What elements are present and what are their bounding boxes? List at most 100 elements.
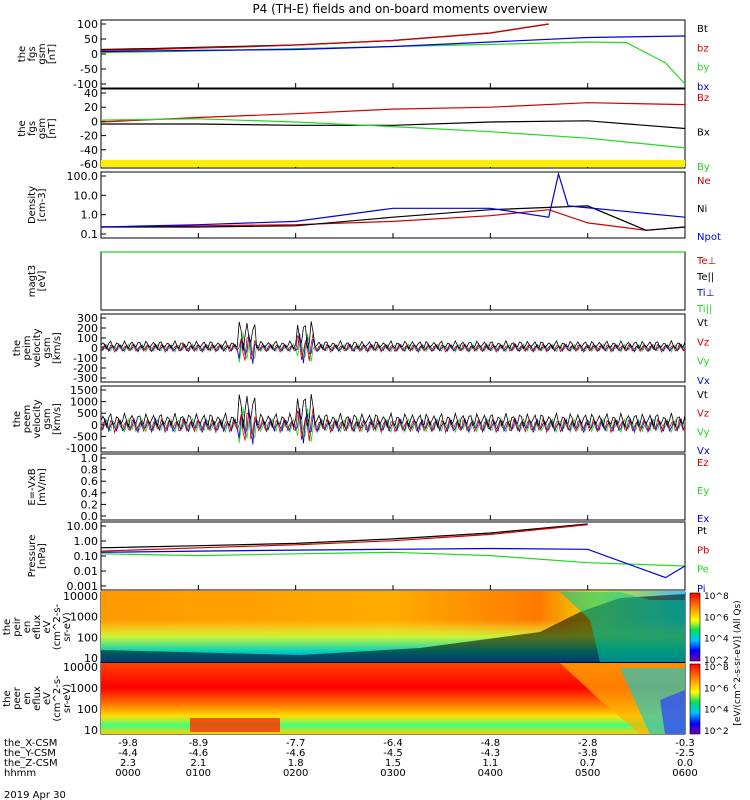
- time-axis-row-label: the_Z-CSM: [4, 758, 58, 769]
- y-axis-label: Pressure: [27, 535, 38, 578]
- y-tick-label: 10: [84, 724, 98, 737]
- y-axis-label: eflux: [32, 615, 43, 640]
- y-tick-label: 1000: [70, 682, 98, 695]
- legend-label: Pe: [697, 565, 709, 576]
- time-axis-value: -4.6: [189, 748, 209, 759]
- y-axis-label: sr-eV): [62, 612, 73, 641]
- panel-frame: [100, 19, 686, 89]
- y-tick-label: -300: [73, 372, 98, 385]
- date-label: 2019 Apr 30: [4, 790, 66, 800]
- time-axis-row-label: the_X-CSM: [4, 738, 57, 749]
- velocity-trace: [100, 393, 686, 430]
- y-tick-label: 0.0: [81, 510, 99, 523]
- y-tick-label: 100.0: [67, 170, 99, 183]
- y-axis-label: en: [22, 621, 33, 634]
- y-axis-label: magt3: [27, 265, 38, 298]
- legend-label: Vz: [697, 409, 709, 420]
- y-axis-label: peer: [12, 686, 23, 710]
- y-tick-label: 20: [84, 101, 98, 114]
- y-axis-label: gsm: [42, 408, 53, 429]
- y-tick-label: 10.00: [67, 520, 99, 533]
- colorbar: 10^810^610^410^210^810^610^410^2 [eV/(cm…: [689, 592, 743, 737]
- legend-label: Vx: [697, 376, 710, 387]
- legend-label: bz: [697, 43, 709, 54]
- y-axis-label: the: [17, 120, 28, 136]
- y-axis-label: [km/s]: [52, 403, 63, 435]
- peir-spectrogram: [101, 591, 685, 662]
- series-line-Bz: [100, 102, 686, 123]
- y-tick-label: -50: [80, 63, 98, 76]
- y-axis-label: peir: [12, 616, 23, 636]
- y-tick-label: 0.2: [81, 498, 99, 511]
- y-tick-label: -20: [80, 130, 98, 143]
- velocity-trace: [100, 332, 686, 363]
- y-tick-label: -40: [80, 144, 98, 157]
- series-line-Pe: [100, 551, 686, 567]
- colorbar-tick-label: 10^6: [704, 613, 729, 623]
- panel-frame: [100, 385, 686, 453]
- time-axis-value: 0.7: [580, 758, 596, 769]
- time-axis-value: -2.8: [578, 738, 598, 749]
- colorbar-tick-label: 10^4: [704, 635, 729, 645]
- legend-label: Ti⊥: [696, 288, 714, 299]
- legend-label: By: [697, 162, 710, 173]
- time-axis-value: 1.5: [385, 758, 401, 769]
- y-axis-label: fgs: [27, 46, 38, 61]
- y-tick-label: 0: [91, 48, 98, 61]
- figure-title: P4 (TH-E) fields and on-board moments ov…: [252, 2, 547, 16]
- legend-label: Ti||: [696, 304, 712, 315]
- time-axis-value: 0200: [283, 768, 308, 779]
- y-axis-label: [nT]: [47, 118, 58, 138]
- y-tick-label: 0: [91, 115, 98, 128]
- time-axis-value: 1.8: [288, 758, 304, 769]
- y-axis-label: peem: [22, 405, 33, 433]
- time-axis-value: -2.5: [675, 748, 695, 759]
- legend-label: Vy: [697, 357, 710, 368]
- series-line-Bx: [101, 120, 686, 130]
- y-axis-label: E=-VxB: [27, 468, 38, 505]
- time-axis-value: -9.8: [118, 738, 138, 749]
- y-axis-label: Density: [27, 186, 38, 224]
- legend-label: Ez: [697, 458, 709, 469]
- panel-frame: [100, 88, 686, 169]
- y-axis-label: gsm: [37, 118, 48, 139]
- y-axis-label: the: [12, 411, 23, 427]
- time-axis-value: -3.8: [578, 748, 598, 759]
- y-tick-label: 40: [84, 87, 98, 100]
- time-axis-value: 0100: [186, 768, 211, 779]
- peer-spectrogram: [101, 663, 685, 734]
- panel-frame: [100, 453, 686, 521]
- legend-label: Te||: [696, 272, 714, 283]
- y-tick-label: 300: [77, 312, 98, 325]
- y-tick-label: 0.01: [74, 565, 99, 578]
- y-tick-label: 200: [77, 322, 98, 335]
- panel-temperature: magt3 [eV] Te⊥ Te|| Ti⊥ Ti||: [27, 251, 716, 315]
- series-line-bz: [100, 23, 549, 51]
- time-axis-value: 1.1: [482, 758, 498, 769]
- y-axis-label: velocity: [32, 399, 43, 438]
- legend-label: bx: [697, 82, 709, 93]
- legend-label: Vt: [697, 390, 708, 401]
- legend-label: Pi: [697, 584, 706, 595]
- series-line-Pb: [100, 524, 588, 552]
- y-axis-label: [km/s]: [52, 332, 63, 364]
- y-tick-label: 0.1: [81, 228, 99, 241]
- series-line-Ne: [100, 209, 686, 231]
- series-line-Npot: [100, 171, 686, 228]
- time-axis-value: -4.6: [286, 748, 306, 759]
- legend-label: Vx: [697, 446, 710, 457]
- y-tick-label: 100: [77, 18, 98, 31]
- y-tick-label: 100: [77, 332, 98, 345]
- y-axis-label: [nT]: [47, 44, 58, 64]
- y-axis-label: fgs: [27, 121, 38, 136]
- time-axis-value: 2.1: [190, 758, 206, 769]
- colorbar-tick-label: 10^8: [704, 592, 729, 602]
- y-axis-label: the: [12, 340, 23, 356]
- time-axis-value: 2.3: [120, 758, 136, 769]
- series-line-bx: [100, 35, 686, 53]
- panel-frame: [100, 171, 686, 239]
- legend-label: Bt: [697, 24, 708, 35]
- series-line-Pi: [100, 547, 686, 579]
